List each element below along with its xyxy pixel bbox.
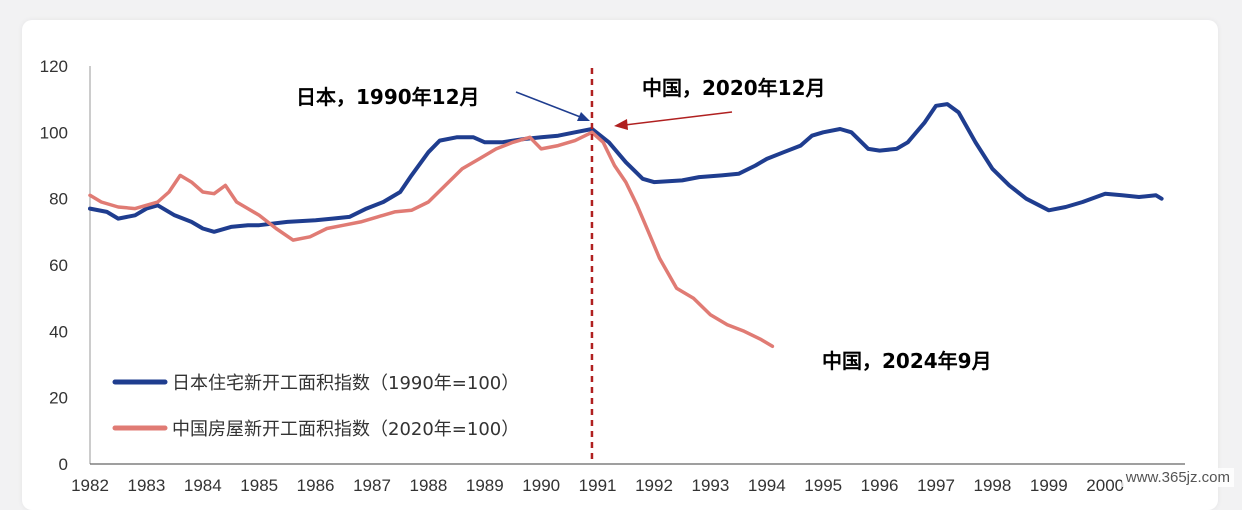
y-tick-labels: 0 20 40 60 80 100 120 — [40, 57, 68, 474]
legend: 日本住宅新开工面积指数（1990年=100） 中国房屋新开工面积指数（2020年… — [115, 373, 519, 440]
x-tick-label: 1993 — [691, 476, 729, 493]
x-tick-label: 1988 — [409, 476, 447, 493]
legend-label-china: 中国房屋新开工面积指数（2020年=100） — [172, 419, 519, 440]
series-line-china — [90, 132, 772, 346]
x-tick-label: 2000 — [1086, 476, 1124, 493]
x-tick-label: 1982 — [71, 476, 109, 493]
x-tick-label: 1998 — [973, 476, 1011, 493]
x-tick-label: 1995 — [804, 476, 842, 493]
y-tick-label: 0 — [59, 455, 68, 474]
y-tick-label: 40 — [49, 322, 68, 341]
x-tick-label: 1984 — [184, 476, 222, 493]
line-chart: 0 20 40 60 80 100 120 1982 1983 1984 1985 1986 1987… — [0, 0, 1242, 493]
annotation-japan: 日本，1990年12月 — [296, 85, 480, 109]
axes — [90, 66, 1185, 464]
x-tick-label: 1987 — [353, 476, 391, 493]
annotation-china-2024: 中国，2024年9月 — [822, 349, 992, 373]
x-tick-label: 1996 — [861, 476, 899, 493]
annotation-china-2020: 中国，2020年12月 — [642, 76, 826, 100]
x-tick-label: 1994 — [748, 476, 786, 493]
watermark: www.365jz.com — [1122, 468, 1234, 487]
y-tick-label: 20 — [49, 389, 68, 408]
x-tick-label: 1983 — [127, 476, 165, 493]
x-tick-label: 1991 — [579, 476, 617, 493]
x-tick-labels: 1982 1983 1984 1985 1986 1987 1988 1989 1990 1991… — [71, 476, 1124, 493]
x-tick-label: 1990 — [522, 476, 560, 493]
x-tick-label: 1985 — [240, 476, 278, 493]
annotation-china-2020-arrowhead — [614, 119, 628, 130]
y-tick-label: 80 — [49, 190, 68, 209]
y-tick-label: 120 — [40, 57, 68, 76]
x-tick-label: 1999 — [1030, 476, 1068, 493]
legend-label-japan: 日本住宅新开工面积指数（1990年=100） — [172, 373, 519, 394]
y-tick-label: 60 — [49, 256, 68, 275]
annotation-china-2020-arrow — [625, 112, 732, 125]
y-tick-label: 100 — [40, 123, 68, 142]
annotation-japan-arrow — [516, 92, 583, 118]
series-lines — [90, 104, 1162, 346]
x-tick-label: 1986 — [297, 476, 335, 493]
x-tick-label: 1997 — [917, 476, 955, 493]
x-tick-label: 1989 — [466, 476, 504, 493]
x-tick-label: 1992 — [635, 476, 673, 493]
